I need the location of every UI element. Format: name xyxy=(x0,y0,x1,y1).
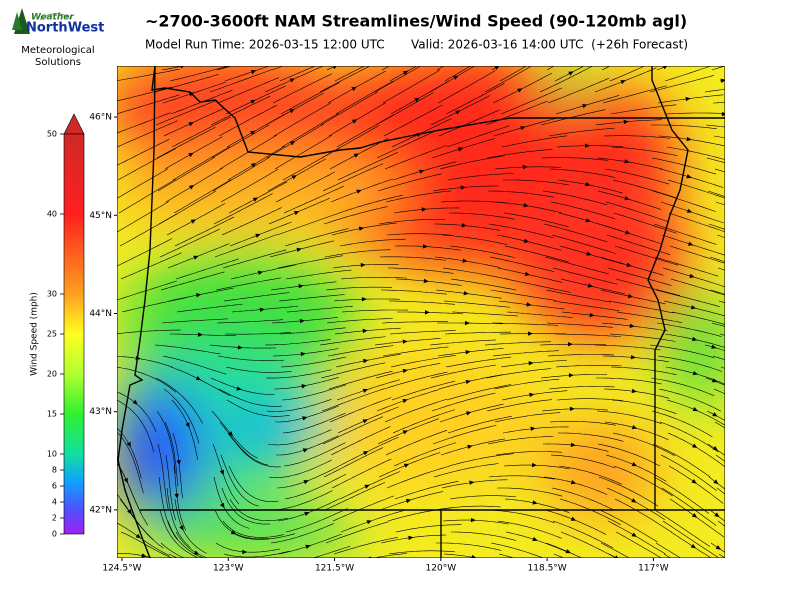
lat-tick-label: 46°N xyxy=(89,113,112,123)
logo-brand: NorthWest xyxy=(26,21,104,36)
lat-tick-label: 42°N xyxy=(89,505,112,515)
colorbar-tick-label: 4 xyxy=(52,498,57,507)
lon-tick-label: 120°W xyxy=(426,564,457,574)
colorbar-tick-label: 0 xyxy=(52,530,57,539)
colorbar-tick-label: 2 xyxy=(52,514,57,523)
title: ~2700-3600ft NAM Streamlines/Wind Speed … xyxy=(145,12,687,31)
lon-tick-label: 117°W xyxy=(638,564,669,574)
colorbar-tick-label: 20 xyxy=(47,370,57,379)
model-run: Model Run Time: 2026-03-15 12:00 UTC xyxy=(145,38,385,52)
lat-tick-label: 43°N xyxy=(89,407,112,417)
logo-tagline: Solutions xyxy=(35,57,81,68)
logo-tagline: Meteorological xyxy=(21,45,94,56)
colorbar-tick-label: 6 xyxy=(52,482,57,491)
colorbar: Wind Speed (mph) 0 2 4 6 8 10 15 20 25 30 40 50 xyxy=(30,114,85,539)
colorbar-tick-label: 8 xyxy=(52,466,57,475)
colorbar-tick-label: 10 xyxy=(47,450,57,459)
colorbar-tick-label: 40 xyxy=(47,210,57,219)
lat-tick-label: 44°N xyxy=(89,309,112,319)
logo: Weather NorthWest Meteorological Solutio… xyxy=(12,8,104,68)
lat-tick-label: 45°N xyxy=(89,211,112,221)
map xyxy=(100,50,740,565)
lon-tick-label: 121.5°W xyxy=(315,564,354,574)
lon-tick-label: 123°W xyxy=(213,564,244,574)
colorbar-tick-label: 15 xyxy=(47,410,57,419)
lon-tick-label: 118.5°W xyxy=(528,564,567,574)
colorbar-tick-label: 25 xyxy=(47,330,57,339)
lon-tick-label: 124.5°W xyxy=(102,564,141,574)
colorbar-tick-label: 30 xyxy=(47,290,57,299)
colorbar-tick-label: 50 xyxy=(47,130,57,139)
colorbar-label: Wind Speed (mph) xyxy=(30,292,40,376)
valid-time: Valid: 2026-03-16 14:00 UTC (+26h Foreca… xyxy=(411,38,688,52)
